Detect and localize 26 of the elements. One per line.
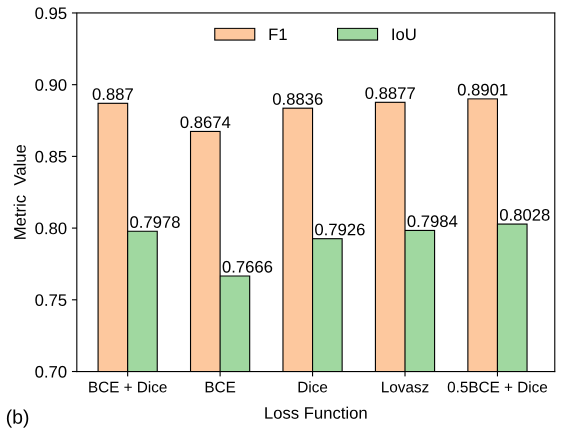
- x-tick-label: Dice: [298, 381, 328, 392]
- legend-label: F1: [269, 28, 287, 40]
- data-label: 0.7984: [408, 215, 458, 228]
- x-tick-label: BCE + Dice: [89, 381, 167, 392]
- x-tick-label: BCE: [206, 382, 236, 392]
- data-label: 0.8836: [272, 93, 323, 105]
- data-label: 0.887: [92, 88, 133, 100]
- y-axis-title: Metric Value: [14, 144, 26, 239]
- text: (b): [6, 410, 28, 428]
- data-label: 0.8028: [500, 208, 550, 221]
- data-label: 0.7978: [130, 216, 180, 228]
- x-axis-title: Loss Function: [265, 406, 367, 419]
- y-tick-label: 0.85: [35, 150, 66, 163]
- data-label: 0.8674: [180, 116, 230, 128]
- y-tick-label: 0.95: [35, 7, 66, 20]
- data-label: 0.8877: [365, 87, 415, 100]
- y-tick-label: 0.70: [35, 366, 66, 378]
- x-tick-label: 0.5BCE + Dice: [448, 381, 548, 392]
- y-tick-label: 0.90: [35, 79, 66, 91]
- x-tick-label: Lovasz: [382, 382, 428, 392]
- y-tick-label: 0.80: [35, 222, 66, 234]
- data-label: 0.7666: [222, 260, 272, 273]
- legend-label: IoU: [392, 28, 416, 40]
- data-label: 0.7926: [315, 224, 365, 236]
- data-label: 0.8901: [458, 84, 508, 96]
- y-tick-label: 0.75: [35, 294, 66, 306]
